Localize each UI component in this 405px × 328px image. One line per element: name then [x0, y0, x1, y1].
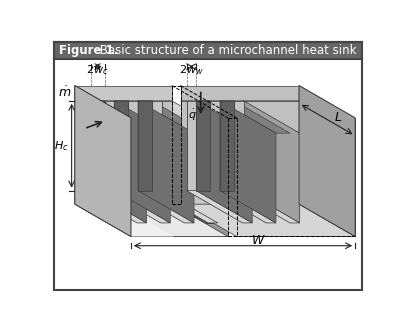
Text: Figure 1.: Figure 1. [59, 44, 118, 57]
Polygon shape [90, 101, 146, 223]
Text: $2w_c$: $2w_c$ [86, 64, 109, 77]
Polygon shape [152, 191, 217, 223]
Bar [54, 42, 361, 59]
Polygon shape [186, 191, 252, 223]
Polygon shape [130, 223, 227, 236]
Polygon shape [194, 133, 207, 223]
Polygon shape [90, 101, 160, 133]
Polygon shape [236, 118, 354, 236]
Polygon shape [75, 86, 130, 236]
Polygon shape [233, 101, 243, 191]
Polygon shape [81, 101, 90, 191]
Polygon shape [207, 133, 217, 223]
Polygon shape [128, 101, 138, 191]
Polygon shape [299, 133, 354, 223]
Polygon shape [138, 101, 207, 133]
Polygon shape [220, 101, 233, 191]
Polygon shape [130, 133, 136, 223]
Polygon shape [298, 86, 354, 236]
Polygon shape [75, 86, 130, 236]
Text: $\dot{q}$: $\dot{q}$ [188, 108, 196, 123]
Polygon shape [180, 101, 186, 191]
Polygon shape [210, 101, 220, 191]
Polygon shape [160, 133, 170, 223]
Polygon shape [180, 101, 354, 133]
Polygon shape [236, 133, 242, 223]
Polygon shape [75, 191, 130, 236]
Text: W: W [252, 234, 264, 247]
Polygon shape [75, 86, 171, 101]
Polygon shape [75, 86, 130, 133]
Polygon shape [298, 191, 354, 236]
Polygon shape [180, 204, 354, 236]
Polygon shape [243, 101, 298, 191]
Polygon shape [196, 101, 266, 133]
Text: L: L [334, 112, 341, 125]
Polygon shape [138, 101, 194, 223]
Polygon shape [90, 101, 104, 191]
Polygon shape [75, 204, 227, 236]
Polygon shape [233, 191, 299, 223]
Polygon shape [236, 118, 354, 133]
Polygon shape [180, 86, 298, 101]
Polygon shape [75, 191, 171, 204]
Text: $H_c$: $H_c$ [54, 139, 68, 153]
Polygon shape [170, 133, 184, 223]
Polygon shape [128, 191, 194, 223]
Polygon shape [242, 133, 252, 223]
Polygon shape [186, 101, 196, 191]
Polygon shape [75, 101, 227, 133]
Polygon shape [81, 191, 146, 223]
Polygon shape [298, 86, 354, 133]
Polygon shape [210, 191, 275, 223]
Polygon shape [130, 118, 227, 236]
Polygon shape [136, 133, 146, 223]
Polygon shape [236, 223, 354, 236]
Polygon shape [217, 133, 227, 223]
Polygon shape [289, 133, 299, 223]
Polygon shape [196, 101, 252, 223]
Polygon shape [243, 101, 299, 223]
Polygon shape [138, 101, 152, 191]
Polygon shape [275, 133, 289, 223]
Polygon shape [146, 133, 160, 223]
Polygon shape [114, 101, 184, 133]
Polygon shape [75, 101, 130, 223]
Polygon shape [104, 191, 170, 223]
Polygon shape [114, 101, 128, 191]
Text: Basic structure of a microchannel heat sink: Basic structure of a microchannel heat s… [96, 44, 355, 57]
Polygon shape [220, 101, 275, 223]
Polygon shape [75, 101, 81, 191]
Polygon shape [196, 101, 210, 191]
Polygon shape [130, 118, 227, 133]
Polygon shape [180, 191, 298, 204]
Polygon shape [152, 101, 161, 191]
Text: $2w_w$: $2w_w$ [179, 64, 203, 77]
Polygon shape [266, 133, 275, 223]
Polygon shape [104, 101, 114, 191]
Polygon shape [220, 101, 289, 133]
Polygon shape [298, 101, 354, 223]
Polygon shape [114, 101, 170, 223]
Polygon shape [252, 133, 266, 223]
Polygon shape [161, 101, 171, 191]
Polygon shape [75, 204, 174, 236]
Text: $\dot{m}$: $\dot{m}$ [58, 85, 71, 100]
Polygon shape [184, 133, 194, 223]
